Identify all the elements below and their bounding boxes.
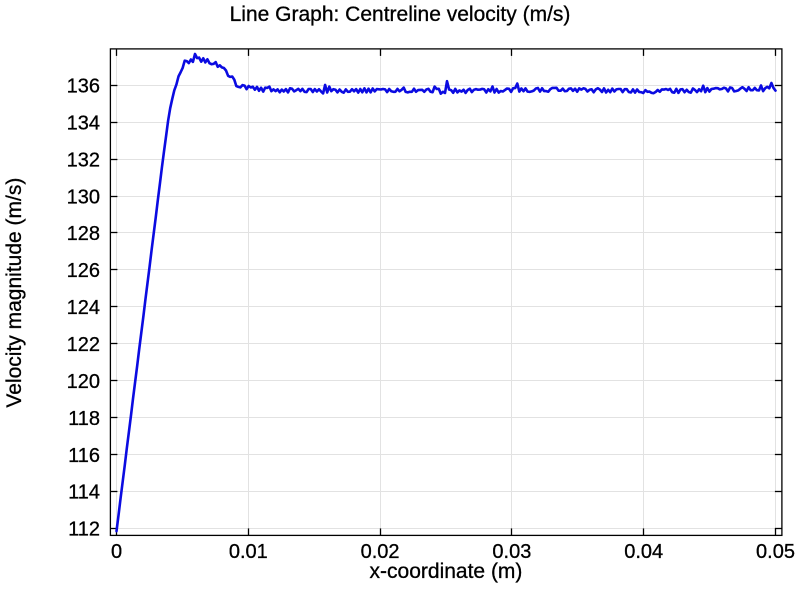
svg-text:Line Graph: Centreline velocit: Line Graph: Centreline velocity (m/s) bbox=[230, 3, 571, 26]
svg-text:134: 134 bbox=[67, 112, 100, 134]
svg-text:0.04: 0.04 bbox=[624, 541, 663, 563]
svg-text:122: 122 bbox=[67, 334, 100, 356]
svg-text:116: 116 bbox=[68, 445, 100, 467]
svg-text:124: 124 bbox=[67, 297, 100, 319]
svg-text:118: 118 bbox=[68, 408, 100, 430]
svg-text:0.02: 0.02 bbox=[361, 541, 400, 563]
svg-text:0: 0 bbox=[111, 541, 122, 563]
svg-text:Velocity magnitude (m/s): Velocity magnitude (m/s) bbox=[3, 178, 26, 408]
svg-text:120: 120 bbox=[67, 371, 100, 393]
svg-text:136: 136 bbox=[67, 76, 100, 98]
svg-text:114: 114 bbox=[68, 482, 100, 504]
svg-text:132: 132 bbox=[67, 149, 100, 171]
svg-text:0.05: 0.05 bbox=[756, 541, 795, 563]
svg-text:126: 126 bbox=[67, 260, 100, 282]
svg-text:x-coordinate (m): x-coordinate (m) bbox=[370, 560, 523, 583]
svg-text:0.03: 0.03 bbox=[492, 541, 531, 563]
svg-text:128: 128 bbox=[67, 223, 100, 245]
svg-text:112: 112 bbox=[68, 519, 100, 541]
svg-text:0.01: 0.01 bbox=[229, 541, 268, 563]
svg-text:130: 130 bbox=[67, 186, 100, 208]
